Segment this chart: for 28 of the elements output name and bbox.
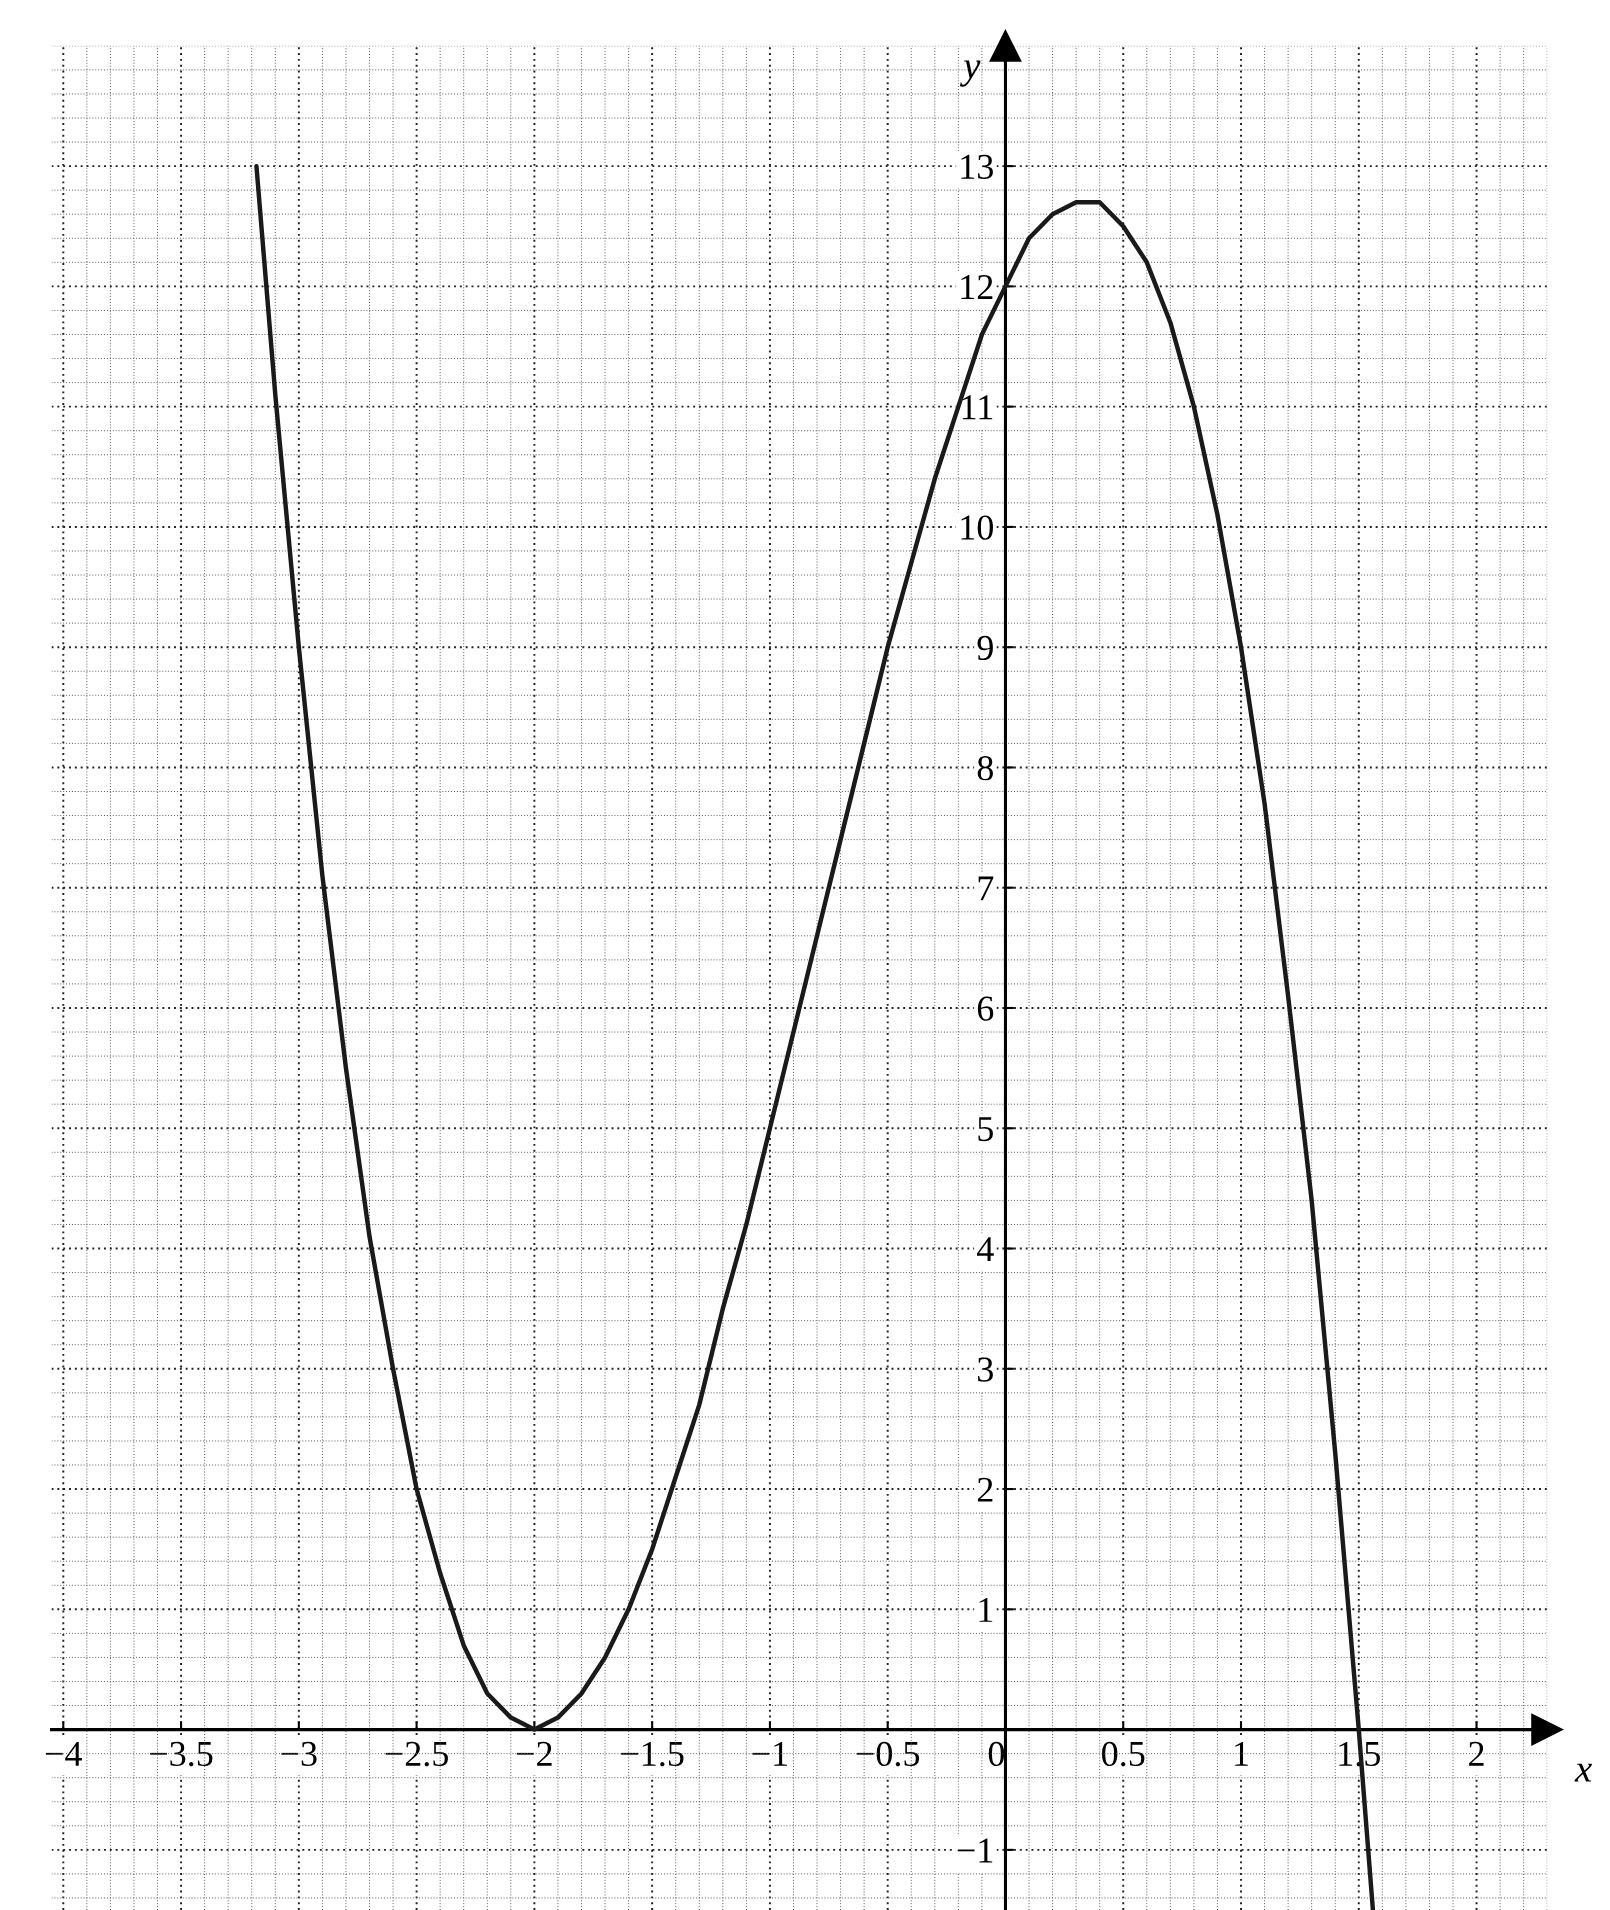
y-tick-label: 3 (978, 1357, 993, 1382)
y-tick-label: 11 (962, 395, 993, 420)
x-tick-label: −1.5 (621, 1741, 684, 1767)
x-tick-label: 1 (1235, 1741, 1248, 1766)
x-axis-title: x (1574, 1763, 1592, 1782)
y-tick-label: 2 (977, 1477, 993, 1502)
y-tick-label: 6 (977, 996, 994, 1021)
x-tick-label: 0.5 (1102, 1741, 1145, 1767)
y-axis-title: y (959, 60, 981, 87)
x-tick-label: −3.5 (150, 1741, 213, 1767)
y-tick-label: 12 (961, 274, 993, 299)
x-tick-label: −2.5 (385, 1741, 448, 1767)
y-tick-label: 10 (961, 515, 993, 540)
y-tick-label: −1 (957, 1838, 993, 1863)
x-tick-label: −3 (281, 1741, 317, 1767)
y-tick-label: 1 (979, 1598, 993, 1622)
x-tick-label: 2 (1469, 1741, 1484, 1766)
y-tick-label: 9 (977, 635, 993, 661)
x-tick-label: −0.5 (856, 1741, 920, 1767)
y-tick-label: 13 (961, 154, 993, 179)
y-tick-label: 8 (977, 755, 993, 781)
x-tick-label: −4 (45, 1741, 82, 1766)
y-tick-label: 7 (978, 876, 994, 901)
x-tick-label: −1 (752, 1741, 787, 1766)
x-tick-label: 0 (988, 1741, 1005, 1767)
y-tick-label: 5 (978, 1117, 993, 1142)
y-tick-label: 4 (977, 1237, 994, 1262)
x-tick-label: −2 (516, 1741, 552, 1766)
